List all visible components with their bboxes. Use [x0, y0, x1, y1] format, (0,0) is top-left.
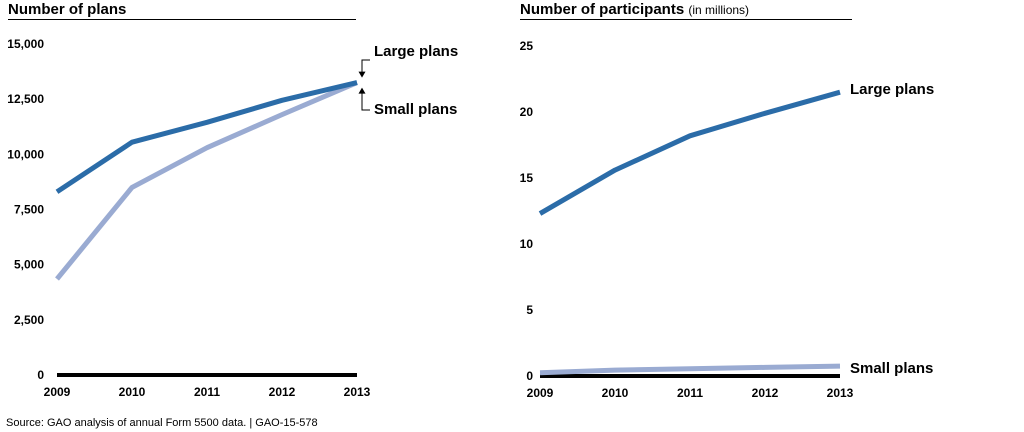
series-line-small-plans [55, 80, 358, 281]
y-tick-label: 15 [520, 171, 534, 185]
participants-chart-svg: 0 5 10 15 20 25 2009 2010 2011 2012 2013 [520, 39, 854, 400]
small-plans-arrow-icon [358, 87, 366, 94]
chart-title-text: Number of plans [8, 1, 127, 18]
plans-chart-svg: 0 2,500 5,000 7,500 10,000 12,500 15,000 2009 20… [7, 37, 371, 399]
x-tick-label: 2010 [602, 386, 629, 400]
y-tick-label: 5,000 [14, 258, 44, 272]
y-tick-label: 0 [37, 368, 44, 382]
x-tick-label: 2013 [827, 386, 854, 400]
y-tick-label: 10 [520, 237, 534, 251]
x-tick-label: 2011 [677, 386, 703, 400]
y-tick-label: 15,000 [7, 37, 44, 51]
y-tick-label: 10,000 [7, 147, 44, 161]
series-line-small-plans [539, 363, 841, 376]
chart-title-unit: (in millions) [688, 3, 750, 17]
x-tick-label: 2010 [119, 385, 146, 399]
large-plans-leader-line [361, 59, 370, 73]
number-of-plans-chart: Number of plans 0 2,500 5,000 7,500 10,000 12… [0, 0, 370, 410]
series-label-small-plans: Small plans [374, 101, 457, 118]
x-tick-label: 2012 [752, 386, 779, 400]
large-plans-arrow-icon [358, 71, 366, 78]
source-note: Source: GAO analysis of annual Form 5500… [6, 417, 318, 429]
y-tick-label: 12,500 [7, 92, 44, 106]
x-tick-label: 2013 [344, 385, 371, 399]
small-plans-leader-line [361, 92, 370, 111]
x-tick-label: 2011 [194, 385, 220, 399]
number-of-participants-chart: Number of participants (in millions) 0 5 1… [510, 0, 890, 410]
chart-title: Number of plans [8, 1, 126, 18]
x-tick-label: 2009 [44, 385, 71, 399]
y-tick-label: 20 [520, 105, 534, 119]
series-line-large-plans [538, 89, 841, 216]
series-line-large-plans [55, 80, 358, 194]
title-rule [8, 19, 356, 20]
x-tick-label: 2012 [269, 385, 296, 399]
title-rule [520, 19, 852, 20]
x-tick-label: 2009 [527, 386, 554, 400]
y-tick-label: 2,500 [14, 313, 44, 327]
series-label-large-plans: Large plans [374, 43, 458, 60]
chart-title-text: Number of participants [520, 1, 685, 18]
y-tick-label: 7,500 [14, 203, 44, 217]
chart-title: Number of participants (in millions) [520, 1, 749, 18]
y-tick-label: 0 [526, 369, 533, 383]
y-tick-label: 25 [520, 39, 534, 53]
y-tick-label: 5 [526, 303, 533, 317]
